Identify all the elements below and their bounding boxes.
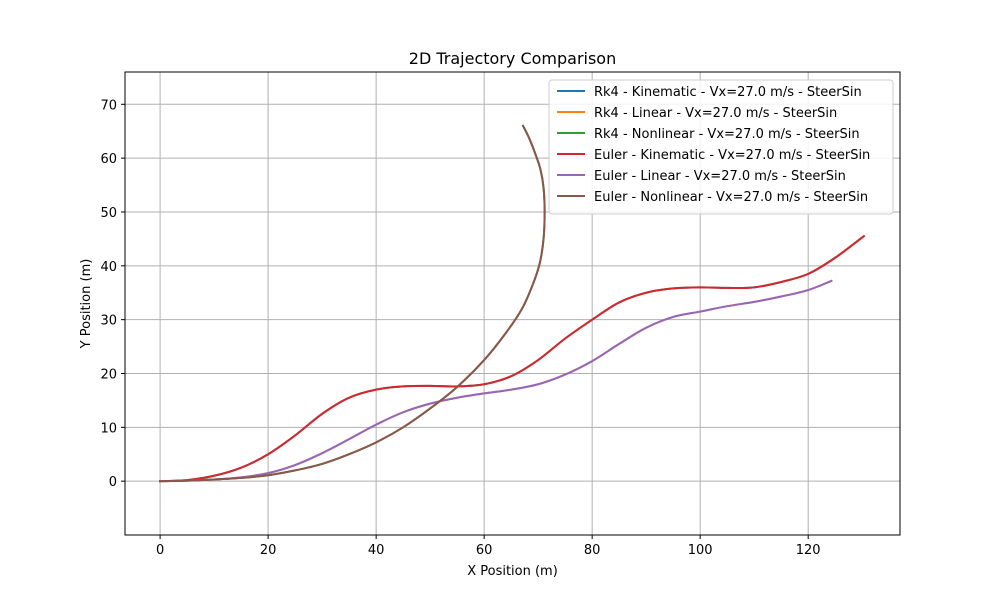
x-axis-ticks: 0 20 40 60 80 100 120 — [156, 535, 821, 558]
x-tick-label: 100 — [688, 543, 713, 558]
y-tick-label: 60 — [100, 152, 117, 167]
chart-title: 2D Trajectory Comparison — [409, 49, 616, 68]
y-axis-label: Y Position (m) — [79, 259, 94, 350]
y-tick-label: 30 — [100, 314, 117, 329]
x-axis-label: X Position (m) — [467, 564, 558, 579]
x-tick-label: 120 — [796, 543, 821, 558]
grid-lines — [125, 72, 900, 535]
legend-entry-2: Rk4 - Linear - Vx=27.0 m/s - SteerSin — [594, 106, 837, 121]
series-line-4 — [159, 234, 866, 483]
x-tick-label: 60 — [476, 543, 493, 558]
x-tick-label: 40 — [368, 543, 385, 558]
y-axis-ticks: 0 10 20 30 40 50 60 70 — [100, 98, 125, 490]
series-line-6 — [159, 124, 546, 483]
legend-entry-4: Euler - Kinematic - Vx=27.0 m/s - SteerS… — [594, 148, 870, 163]
legend-entry-6: Euler - Nonlinear - Vx=27.0 m/s - SteerS… — [594, 190, 868, 205]
series-line-5 — [159, 279, 833, 483]
x-tick-label: 20 — [260, 543, 277, 558]
legend-entry-1: Rk4 - Kinematic - Vx=27.0 m/s - SteerSin — [594, 85, 862, 100]
legend-box — [548, 79, 894, 215]
legend: Rk4 - Kinematic - Vx=27.0 m/s - SteerSin… — [548, 79, 894, 215]
x-tick-label: 0 — [156, 543, 164, 558]
legend-entry-5: Euler - Linear - Vx=27.0 m/s - SteerSin — [594, 169, 846, 184]
y-tick-label: 0 — [109, 475, 117, 490]
plot-frame — [124, 71, 901, 536]
x-tick-label: 80 — [584, 543, 601, 558]
y-tick-label: 50 — [100, 206, 117, 221]
y-tick-label: 70 — [100, 98, 117, 113]
y-tick-label: 20 — [100, 367, 117, 382]
y-tick-label: 40 — [100, 260, 117, 275]
y-tick-label: 10 — [100, 421, 117, 436]
legend-entry-3: Rk4 - Nonlinear - Vx=27.0 m/s - SteerSin — [594, 127, 860, 142]
series-lines — [159, 124, 866, 483]
